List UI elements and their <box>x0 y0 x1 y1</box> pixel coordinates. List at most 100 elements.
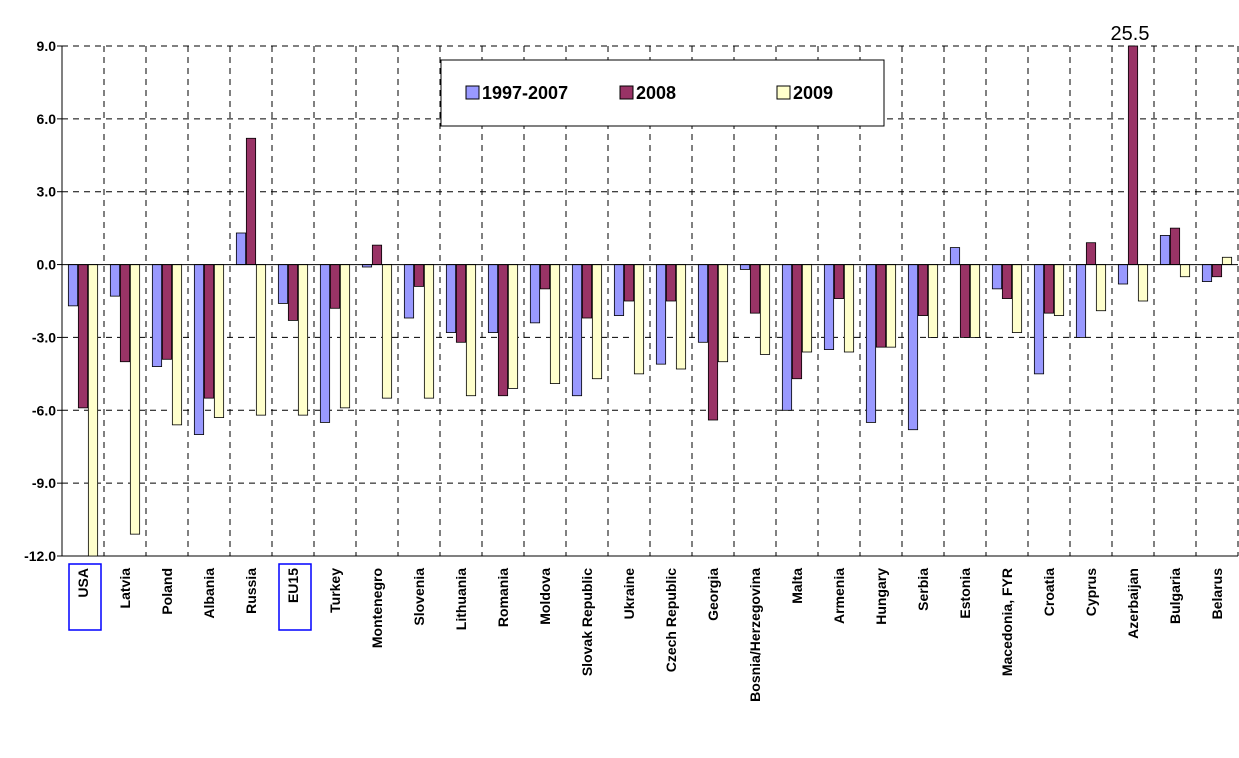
bar-2009-Croatia <box>1053 264 1065 316</box>
y-tick-label: -12.0 <box>24 548 56 564</box>
bar-2009-Hungary <box>885 264 897 348</box>
bar-2008-Bosnia/Herzegovina <box>749 264 761 314</box>
bar-2008-Georgia <box>707 264 719 421</box>
bar-2009-Turkey <box>339 264 351 409</box>
legend-swatch <box>619 85 634 100</box>
bar-1997-2007-EU15 <box>277 264 289 304</box>
highlight-box <box>278 563 312 631</box>
bar-2008-Albania <box>203 264 215 399</box>
bar-2009-Lithuania <box>465 264 477 397</box>
bar-2009-Armenia <box>843 264 855 353</box>
bar-2008-EU15 <box>287 264 299 321</box>
bar-2008-Ukraine <box>623 264 635 302</box>
bar-1997-2007-Bulgaria <box>1159 235 1171 265</box>
legend-swatch <box>776 85 791 100</box>
bar-2009-Belarus <box>1221 256 1233 265</box>
y-axis-ticks: 9.0 6.0 3.0 0.0 -3.0 -6.0 -9.0 -12.0 <box>24 38 62 564</box>
bar-1997-2007-Latvia <box>109 264 121 297</box>
bar-2008-Latvia <box>119 264 131 363</box>
x-tick-label: Albania <box>201 568 217 619</box>
x-tick-label: Russia <box>243 568 259 614</box>
legend: 1997-2007 2008 2009 <box>440 59 885 127</box>
bar-2009-Slovak Republic <box>591 264 603 380</box>
bar-2009-Moldova <box>549 264 561 384</box>
bar-2009-Serbia <box>927 264 939 338</box>
bar-1997-2007-Serbia <box>907 264 919 431</box>
x-tick-label: Lithuania <box>453 568 469 630</box>
bar-2009-Georgia <box>717 264 729 363</box>
x-tick-label: Hungary <box>873 568 889 625</box>
x-tick-label: Slovak Republic <box>579 568 595 676</box>
bar-2009-Malta <box>801 264 813 353</box>
x-tick-label: Azerbaijan <box>1125 568 1141 639</box>
bar-2008-Belarus <box>1211 264 1223 278</box>
bar-1997-2007-Armenia <box>823 264 835 350</box>
bar-2008-Cyprus <box>1085 242 1097 265</box>
bar-2008-Montenegro <box>371 244 383 265</box>
bar-2009-USA <box>87 264 99 557</box>
bar-2008-Slovenia <box>413 264 425 287</box>
bar-2008-Malta <box>791 264 803 380</box>
y-tick-label: -6.0 <box>32 402 56 418</box>
value-annotation: 25.5 <box>1111 23 1150 45</box>
y-tick-label: 0.0 <box>37 257 57 273</box>
y-tick-label: 9.0 <box>37 38 57 54</box>
y-tick-label: -9.0 <box>32 475 56 491</box>
bar-2009-Azerbaijan <box>1137 264 1149 302</box>
bar-2008-Estonia <box>959 264 971 338</box>
bar-1997-2007-Ukraine <box>613 264 625 316</box>
bar-2008-Czech Republic <box>665 264 677 302</box>
bar-1997-2007-Hungary <box>865 264 877 423</box>
bar-1997-2007-Georgia <box>697 264 709 343</box>
bar-1997-2007-USA <box>67 264 79 307</box>
bar-2009-Albania <box>213 264 225 418</box>
bar-2009-Montenegro <box>381 264 393 399</box>
bar-series <box>67 45 1233 557</box>
bar-1997-2007-Slovenia <box>403 264 415 319</box>
bar-2009-Romania <box>507 264 519 389</box>
x-tick-label: Armenia <box>831 568 847 624</box>
x-tick-label: USA <box>75 568 91 598</box>
legend-label: 2009 <box>793 83 833 103</box>
x-tick-label: Belarus <box>1209 568 1225 620</box>
x-tick-label: Bosnia/Herzegovina <box>747 568 763 702</box>
x-tick-label: Cyprus <box>1083 568 1099 616</box>
x-tick-label: Poland <box>159 568 175 615</box>
bar-2009-Slovenia <box>423 264 435 399</box>
x-tick-label: Bulgaria <box>1167 568 1183 624</box>
x-tick-label: Georgia <box>705 568 721 621</box>
bar-2009-Bulgaria <box>1179 264 1191 278</box>
highlight-box <box>68 563 102 631</box>
bar-2008-Bulgaria <box>1169 227 1181 265</box>
bar-2009-Ukraine <box>633 264 645 375</box>
bar-2008-USA <box>77 264 89 409</box>
bar-1997-2007-Azerbaijan <box>1117 264 1129 285</box>
bar-2008-Russia <box>245 137 257 265</box>
x-tick-label: Romania <box>495 568 511 627</box>
bar-1997-2007-Albania <box>193 264 205 435</box>
legend-label: 2008 <box>636 83 676 103</box>
bar-2009-Macedonia, FYR <box>1011 264 1023 333</box>
bar-2009-Latvia <box>129 264 141 535</box>
x-tick-label: Croatia <box>1041 568 1057 616</box>
legend-box <box>440 59 885 127</box>
bar-1997-2007-Turkey <box>319 264 331 423</box>
bar-2008-Poland <box>161 264 173 360</box>
x-tick-label: Serbia <box>915 568 931 611</box>
bar-2008-Serbia <box>917 264 929 316</box>
bar-2009-Cyprus <box>1095 264 1107 312</box>
legend-label: 1997-2007 <box>482 83 568 103</box>
bar-1997-2007-Poland <box>151 264 163 367</box>
x-tick-label: Macedonia, FYR <box>999 568 1015 676</box>
x-tick-label: Latvia <box>117 568 133 609</box>
x-tick-label: Montenegro <box>369 568 385 648</box>
bar-1997-2007-Czech Republic <box>655 264 667 365</box>
bar-2008-Azerbaijan <box>1127 45 1139 265</box>
bar-2008-Armenia <box>833 264 845 299</box>
bar-2008-Moldova <box>539 264 551 290</box>
bar-1997-2007-Bosnia/Herzegovina <box>739 264 751 270</box>
bar-2008-Hungary <box>875 264 887 348</box>
x-tick-label: EU15 <box>285 568 301 603</box>
x-tick-label: Slovenia <box>411 568 427 626</box>
